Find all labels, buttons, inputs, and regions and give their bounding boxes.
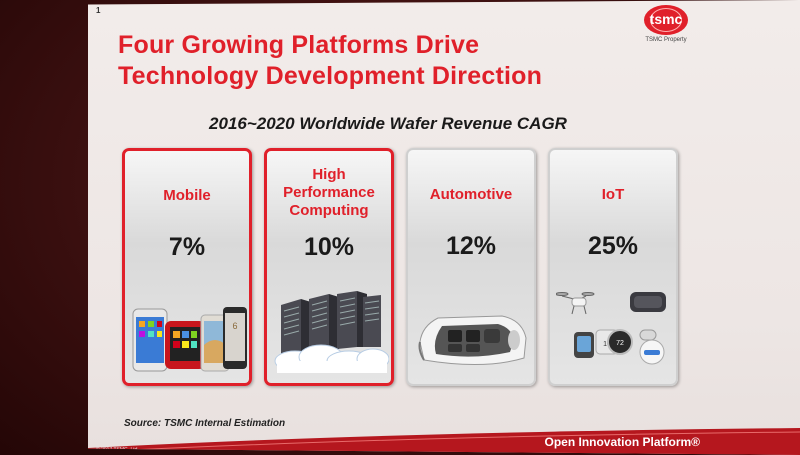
smartphones-image: 6 [132,307,247,372]
platform-label: IoT [601,186,625,203]
logo-wordmark: tsmc [649,11,683,27]
copyright-note: © 2017 TSMC, Ltd [96,447,138,453]
presentation-slide: 1 Four Growing Platforms Drive Technolog… [88,0,800,455]
platform-cagr-value: 25% [587,232,639,260]
svg-text:72: 72 [616,340,624,347]
svg-text:6: 6 [232,321,237,331]
slide-title-line-1: Four Growing Platforms Drive [118,31,480,59]
slide-number: 1 [96,6,101,15]
source-note: Source: TSMC Internal Estimation [124,418,286,429]
tsmc-logo: tsmc TSMC Property [638,5,694,43]
slide-title-line-2: Technology Development Direction [118,62,543,90]
logo-caption: TSMC Property [645,37,687,43]
platform-label: High Performance Computing [283,166,375,219]
platform-card-hpc: High Performance Computing 10% [264,148,394,386]
platform-cagr-value: 7% [168,233,206,261]
platform-card-mobile: Mobile 7% 6 [122,148,252,386]
platform-cards: Mobile 7% 6 [122,148,702,390]
footer-platform-label: Open Innovation Platform® [544,435,700,449]
platform-card-iot: IoT 25% [548,148,678,386]
svg-text:10: 10 [603,341,611,348]
footer-band [88,428,800,455]
platform-cagr-value: 12% [445,232,497,260]
platform-card-automotive: Automotive 12% [406,148,536,386]
server-racks-image [274,291,389,373]
logo-mark: tsmc [644,5,688,35]
car-interior-image [418,315,527,366]
platform-label: Mobile [163,187,211,204]
platform-cagr-value: 10% [303,233,355,261]
slide-subtitle: 2016~2020 Worldwide Wafer Revenue CAGR [209,114,567,133]
platform-label: Automotive [429,186,513,203]
iot-devices-image: 10 72 [556,292,666,365]
slide-title: Four Growing Platforms Drive Technology … [118,30,618,92]
